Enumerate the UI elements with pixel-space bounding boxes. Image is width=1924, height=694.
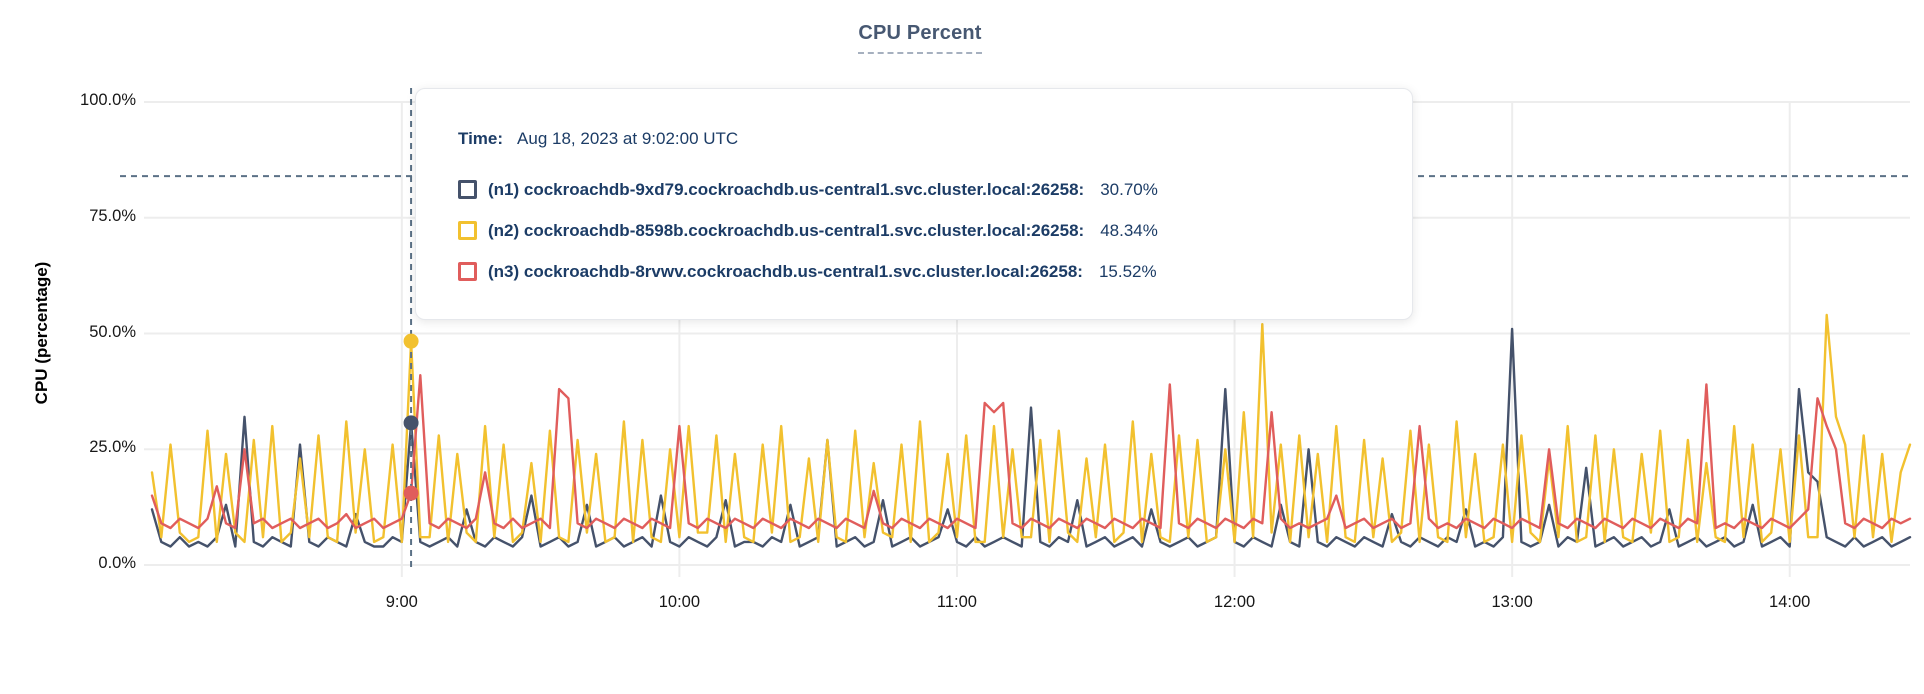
y-tick-label: 100.0%	[80, 91, 136, 109]
x-tick-label: 10:00	[658, 593, 701, 611]
chart-title: CPU Percent	[858, 22, 982, 54]
tooltip-series-value: 15.52%	[1098, 261, 1157, 281]
tooltip-series-value: 30.70%	[1100, 179, 1158, 199]
series-line-n2	[150, 313, 1912, 544]
tooltip-time-row: Time: Aug 18, 2023 at 9:02:00 UTC	[458, 129, 1412, 149]
y-tick-label: 0.0%	[98, 554, 136, 572]
tooltip-series-row: (n1) cockroachdb-9xd79.cockroachdb.us-ce…	[458, 169, 1412, 210]
tooltip-time-value: Aug 18, 2023 at 9:02:00 UTC	[517, 129, 739, 148]
tooltip-series-label: (n1) cockroachdb-9xd79.cockroachdb.us-ce…	[488, 179, 1085, 199]
chart-header: CPU Percent	[0, 22, 1840, 54]
hover-point-n1	[403, 415, 419, 431]
tooltip-series-label: (n2) cockroachdb-8598b.cockroachdb.us-ce…	[488, 220, 1085, 240]
series-swatch-icon	[458, 180, 477, 199]
tooltip-series-label: (n3) cockroachdb-8rvwv.cockroachdb.us-ce…	[488, 261, 1083, 281]
x-tick-label: 13:00	[1491, 593, 1533, 611]
series-line-n3	[150, 374, 1912, 530]
y-tick-label: 25.0%	[89, 438, 136, 457]
tooltip-series-rows: (n1) cockroachdb-9xd79.cockroachdb.us-ce…	[458, 169, 1412, 292]
x-tick-label: 14:00	[1769, 593, 1811, 611]
x-tick-label: 12:00	[1213, 593, 1256, 611]
tooltip-series-row: (n3) cockroachdb-8rvwv.cockroachdb.us-ce…	[458, 251, 1412, 292]
x-tick-label: 11:00	[936, 593, 977, 611]
chart-tooltip: Time: Aug 18, 2023 at 9:02:00 UTC (n1) co…	[415, 88, 1413, 320]
hover-point-n3	[403, 485, 419, 501]
series-line-n1	[150, 327, 1912, 548]
hover-point-n2	[403, 333, 419, 349]
y-tick-label: 50.0%	[89, 322, 136, 341]
x-tick-label: 9:00	[385, 593, 418, 611]
tooltip-series-row: (n2) cockroachdb-8598b.cockroachdb.us-ce…	[458, 210, 1412, 251]
series-swatch-icon	[458, 262, 477, 281]
tooltip-time-label: Time:	[458, 129, 504, 148]
series-swatch-icon	[458, 221, 477, 240]
tooltip-series-value: 48.34%	[1100, 220, 1158, 240]
y-tick-label: 75.0%	[89, 206, 136, 225]
